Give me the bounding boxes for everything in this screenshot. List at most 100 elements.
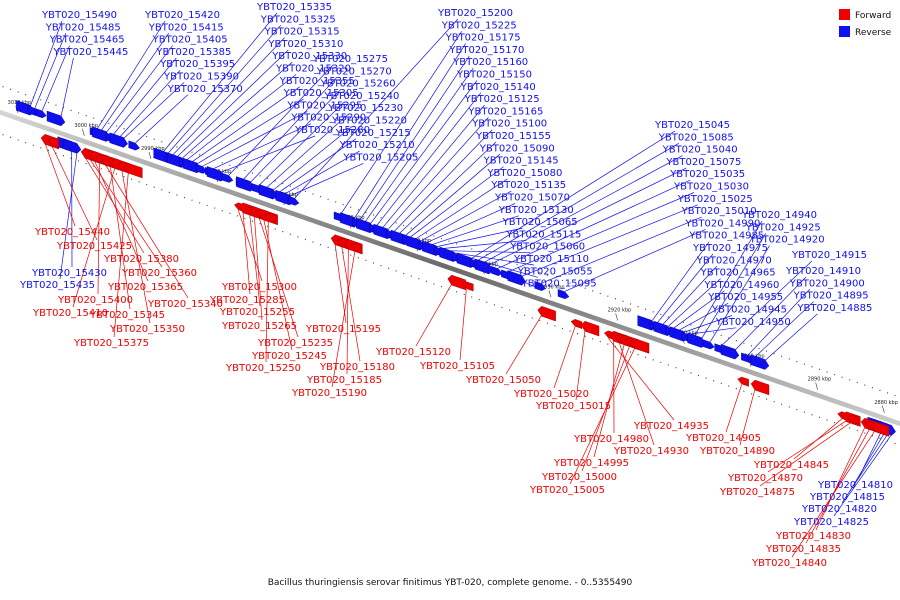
- leader-lines: [30, 12, 892, 558]
- gene-label: YBT020_15245: [251, 351, 327, 362]
- leader-line: [97, 162, 101, 295]
- leader-line: [688, 327, 736, 335]
- scale-label: 2920 kbp: [608, 307, 632, 313]
- gene-label: YBT020_15005: [529, 485, 605, 496]
- gene-label: YBT020_15170: [448, 45, 524, 56]
- legend-label-reverse: Reverse: [855, 28, 892, 38]
- gene-label: YBT020_15150: [456, 70, 532, 81]
- gene-label: YBT020_15360: [121, 268, 197, 279]
- leader-line: [96, 20, 166, 130]
- leader-line: [94, 160, 149, 282]
- gene-label: YBT020_15425: [56, 241, 132, 252]
- leader-line: [202, 111, 308, 167]
- leader-line: [272, 126, 353, 191]
- leader-line: [683, 315, 733, 333]
- gene-label: YBT020_14845: [753, 460, 829, 471]
- gene-label: YBT020_15185: [306, 375, 382, 386]
- leader-line: [253, 215, 263, 321]
- leader-line: [119, 69, 181, 138]
- gene-label: YBT020_15485: [45, 22, 121, 33]
- leader-line: [748, 289, 811, 356]
- leader-line: [263, 218, 293, 351]
- genome-axis-bar: [0, 109, 900, 427]
- gene-arrow-ybt020-15050: [537, 306, 556, 322]
- gene-label: YBT020_15370: [167, 84, 243, 95]
- gene-label: YBT020_15225: [441, 20, 517, 31]
- gene-label: YBT020_15175: [445, 33, 521, 44]
- gene-arrow-ybt020-15075: [474, 258, 494, 275]
- gene-label: YBT020_15330: [271, 51, 347, 62]
- gene-label: YBT020_14945: [711, 305, 787, 316]
- leader-line: [415, 283, 452, 347]
- gene-label: YBT020_15120: [375, 347, 451, 358]
- leader-line: [123, 82, 185, 139]
- gene-arrow-ybt020-15390: [109, 132, 128, 148]
- gene-label: YBT020_15060: [509, 242, 585, 253]
- gene-label: YBT020_14830: [775, 531, 851, 542]
- leader-line: [701, 233, 767, 339]
- leader-line: [710, 245, 770, 342]
- leader-line: [849, 431, 886, 492]
- leader-line: [409, 166, 504, 238]
- gene-label: YBT020_14960: [703, 280, 779, 291]
- gene-label: YBT020_15490: [41, 10, 117, 21]
- leader-line: [667, 278, 721, 328]
- leader-line: [265, 220, 269, 363]
- leader-line: [791, 430, 876, 558]
- leader-line: [382, 104, 485, 229]
- scale-tick: [815, 382, 818, 390]
- leader-line: [453, 252, 535, 266]
- gene-label: YBT020_15030: [673, 182, 749, 193]
- gene-label: YBT020_15345: [89, 310, 165, 321]
- leader-line: [250, 89, 341, 183]
- gene-label: YBT020_15160: [452, 57, 528, 68]
- gene-label: YBT020_15335: [256, 2, 332, 13]
- gene-label: YBT020_14985: [688, 231, 764, 242]
- leader-line: [284, 150, 360, 195]
- leader-line: [721, 260, 813, 346]
- leader-line: [51, 145, 98, 241]
- gene-label: YBT020_14955: [707, 292, 783, 303]
- gene-label: YBT020_14935: [633, 421, 709, 432]
- gene-label: YBT020_14965: [700, 268, 776, 279]
- leader-line: [340, 31, 463, 214]
- gene-label: YBT020_15025: [677, 194, 753, 205]
- gene-label: YBT020_15405: [152, 35, 228, 46]
- leader-line: [370, 80, 478, 225]
- gene-label: YBT020_15095: [521, 279, 597, 290]
- gene-label: YBT020_14810: [817, 480, 893, 491]
- leader-line: [172, 37, 285, 156]
- gene-label: YBT020_15395: [159, 59, 235, 70]
- lower-guide-line: [0, 133, 900, 446]
- gene-label: YBT020_14870: [727, 473, 803, 484]
- leader-line: [135, 94, 189, 143]
- leader-line: [656, 253, 714, 324]
- gene-label: YBT020_14995: [553, 458, 629, 469]
- gene-label: YBT020_15435: [19, 280, 95, 291]
- gene-label: YBT020_14940: [741, 210, 817, 221]
- gene-arrow-ybt020-15295: [195, 163, 208, 174]
- gene-label: YBT020_15205: [342, 152, 418, 163]
- legend: Forward Reverse: [839, 9, 892, 38]
- gene-label: YBT020_15080: [486, 168, 562, 179]
- leader-line: [266, 113, 349, 189]
- gene-label: YBT020_15380: [103, 254, 179, 265]
- leader-line: [447, 250, 531, 254]
- leader-line: [191, 86, 300, 163]
- gene-label: YBT020_15290: [290, 113, 366, 124]
- gene-label: YBT020_15190: [291, 388, 367, 399]
- leader-line: [678, 302, 729, 331]
- gene-label: YBT020_15130: [498, 205, 574, 216]
- gene-label: YBT020_15210: [339, 140, 415, 151]
- leader-line: [72, 167, 116, 308]
- gene-label: YBT020_15285: [209, 295, 285, 306]
- gene-label: YBT020_15035: [669, 169, 745, 180]
- gene-arrow-ybt020-14910: [720, 344, 740, 360]
- leader-line: [59, 152, 78, 280]
- leader-line: [672, 290, 725, 329]
- gene-label: YBT020_15270: [316, 66, 392, 77]
- gene-label: YBT020_15240: [323, 91, 399, 102]
- leader-line: [242, 211, 251, 295]
- leader-line: [488, 167, 687, 266]
